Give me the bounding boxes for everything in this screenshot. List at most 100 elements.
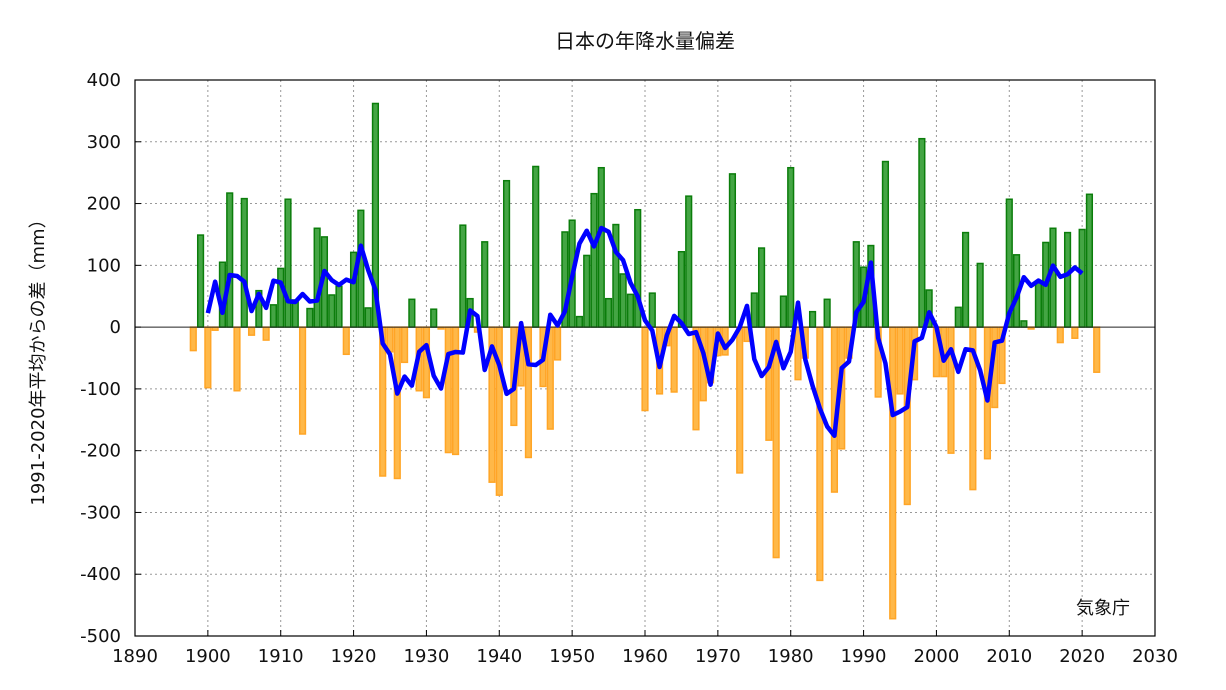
bar-1985 [823, 298, 831, 328]
bar-1996 [903, 326, 911, 506]
bar-1910 [277, 267, 285, 328]
bar-1914 [306, 307, 314, 328]
y-axis: 400 300 200 100 0 -100 -200 -300 -400 -500 [80, 70, 141, 647]
bar-1934 [451, 326, 460, 456]
bar-1960 [641, 326, 649, 412]
bar-1927 [400, 326, 409, 364]
bar-1973 [736, 326, 744, 474]
bar-2012 [1020, 320, 1028, 328]
x-tick-label: 2020 [1059, 646, 1105, 667]
y-tick-label: -500 [80, 626, 121, 647]
y-tick-label: 200 [87, 194, 121, 215]
bar-2022 [1093, 326, 1101, 373]
x-tick-label: 2030 [1132, 646, 1178, 667]
x-tick-label: 1990 [841, 646, 887, 667]
bar-1965 [677, 250, 686, 328]
bar-1933 [444, 326, 452, 454]
bar-1976 [757, 247, 766, 328]
chart-title: 日本の年降水量偏差 [555, 29, 735, 53]
bar-1995 [896, 326, 904, 395]
bar-1961 [648, 292, 656, 328]
x-tick-label: 1980 [768, 646, 814, 667]
bar-1931 [430, 308, 438, 328]
bar-1951 [575, 315, 584, 328]
x-tick-label: 1910 [258, 646, 304, 667]
bar-2014 [1034, 281, 1043, 328]
x-tick-label: 2000 [914, 646, 960, 667]
bar-1984 [816, 326, 824, 582]
credit-label: 気象庁 [1076, 598, 1130, 619]
x-tick-label: 2010 [986, 646, 1032, 667]
bar-1898 [189, 326, 197, 352]
bar-1948 [553, 326, 562, 361]
y-tick-label: -100 [80, 379, 121, 400]
bar-1947 [546, 326, 554, 430]
bar-1921 [357, 209, 365, 328]
y-tick-label: 300 [87, 132, 121, 153]
bar-2021 [1085, 193, 1094, 328]
bar-1954 [597, 166, 605, 328]
bar-1983 [808, 310, 817, 328]
bar-2020 [1078, 228, 1086, 328]
bar-1935 [459, 224, 467, 328]
bar-1955 [604, 297, 613, 328]
bar-1938 [481, 241, 489, 328]
y-tick-label: 100 [87, 255, 121, 276]
bar-1900 [204, 326, 212, 389]
x-axis: 1890 1900 1910 1920 1930 1940 1950 1960 1970 1980… [112, 630, 1178, 667]
bar-1926 [393, 326, 401, 480]
bar-1980 [787, 166, 795, 328]
bar-1977 [765, 326, 773, 441]
x-tick-label: 1940 [476, 646, 522, 667]
bar-1952 [583, 254, 591, 328]
x-tick-label: 1960 [622, 646, 668, 667]
bar-1922 [364, 307, 372, 328]
bar-1975 [750, 292, 758, 328]
running-mean-line [205, 225, 1084, 438]
bar-1915 [313, 227, 321, 328]
bar-2002 [947, 326, 955, 454]
bar-2003 [954, 306, 962, 328]
bar-1945 [532, 165, 540, 328]
bar-1958 [626, 293, 635, 328]
bar-2006 [976, 262, 984, 328]
bar-2018 [1063, 231, 1072, 328]
bar-1941 [502, 179, 511, 328]
bar-1918 [335, 285, 343, 328]
bar-2016 [1049, 227, 1057, 328]
bar-1978 [772, 326, 780, 559]
bar-1909 [269, 304, 278, 328]
bar-2019 [1071, 326, 1079, 339]
bar-1904 [233, 326, 241, 392]
bar-1903 [226, 192, 234, 328]
y-tick-label: -300 [80, 502, 121, 523]
bar-1919 [342, 326, 350, 356]
x-tick-label: 1890 [112, 646, 158, 667]
x-tick-label: 1930 [404, 646, 450, 667]
bar-1911 [284, 198, 292, 328]
y-tick-label: 0 [110, 317, 121, 338]
bar-1899 [196, 234, 205, 328]
y-tick-label: -200 [80, 441, 121, 462]
x-tick-label: 1970 [695, 646, 741, 667]
y-tick-label: 400 [87, 70, 121, 91]
bar-1917 [328, 294, 336, 328]
bar-1972 [728, 173, 737, 328]
bar-1966 [685, 195, 693, 328]
bar-1994 [889, 326, 897, 620]
bar-2017 [1056, 326, 1064, 344]
bar-1905 [240, 197, 248, 328]
bar-1953 [590, 192, 598, 328]
bar-1964 [670, 326, 678, 393]
x-tick-label: 1900 [185, 646, 231, 667]
bar-1906 [247, 326, 256, 336]
bar-1957 [619, 273, 627, 328]
y-tick-label: -400 [80, 564, 121, 585]
bar-1993 [881, 160, 890, 328]
bar-1928 [408, 298, 416, 328]
bar-1940 [495, 326, 503, 496]
bar-2004 [961, 231, 970, 328]
bar-1908 [262, 326, 270, 341]
bar-1979 [779, 295, 788, 328]
